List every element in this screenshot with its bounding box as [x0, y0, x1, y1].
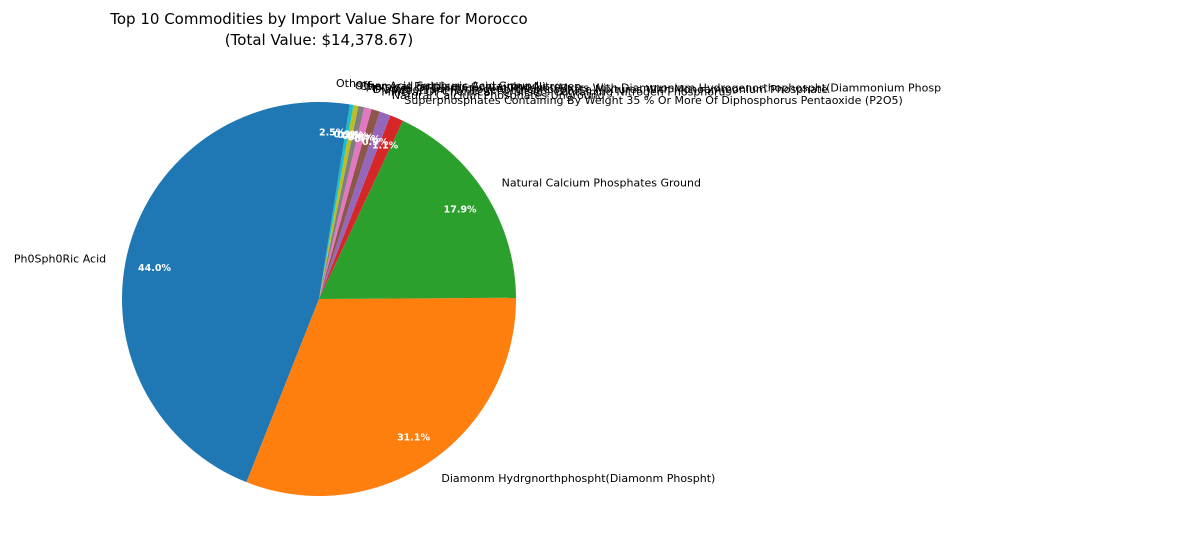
- pie-slice: [319, 105, 359, 299]
- slice-label: Natural Calcium Phosphates Unground: [392, 89, 605, 102]
- slice-label: Other Acid Sulphuric Acid Ground: [355, 79, 539, 92]
- pie-labels: Ph0Sph0Ric Acid 44.0% Diamonm Hydrgnorthph…: [14, 77, 941, 485]
- slice-percent-label: 0.7%: [354, 134, 381, 145]
- slice-percent-label: 17.9%: [444, 204, 477, 215]
- slice-percent-label: 44.0%: [138, 263, 171, 274]
- pie-slice: [246, 297, 516, 496]
- slice-label: Diamonm Hydrgnorthphospht(Diamonm Phosph…: [441, 472, 715, 485]
- slice-percent-label: 31.1%: [397, 433, 430, 444]
- slice-label: Chemical Fertilisers Containing Nitrogen: [360, 80, 582, 93]
- slice-label: Ph0Sph0Ric Acid: [14, 252, 106, 265]
- slice-label: Mineral Or Chemical Fertilisers Containi…: [381, 85, 731, 98]
- pie-slice: [319, 120, 516, 299]
- slice-label: Mixtures Of Diammonium Phospht(Mxtrs Wit…: [366, 81, 942, 94]
- slice-label: Others: [336, 77, 373, 90]
- slice-label: Superphosphates Containing By Weight 35 …: [404, 94, 902, 107]
- pie-slice: [319, 104, 354, 299]
- slice-percent-label: 1.1%: [372, 141, 399, 152]
- slice-percent-label: 0.3%: [334, 129, 361, 140]
- pie-slice: [319, 111, 391, 299]
- slice-percent-label: 0.6%: [347, 132, 374, 143]
- pie-slices: [122, 102, 516, 496]
- chart-subtitle: (Total Value: $14,378.67): [225, 31, 413, 49]
- slice-percent-label: 2.5%: [319, 128, 346, 139]
- pie-slice: [319, 107, 372, 299]
- slice-label: Natural Calcium Phosphates Ground: [502, 176, 701, 189]
- pie-slice: [319, 115, 403, 299]
- slice-percent-label: 0.5%: [342, 131, 369, 142]
- pie-slice: [319, 102, 350, 299]
- slice-percent-label: 0.9%: [362, 137, 389, 148]
- chart-title: Top 10 Commodities by Import Value Share…: [109, 10, 527, 28]
- slice-label: Diammonium Hydrogenorthophosphate Mixtur…: [373, 83, 828, 96]
- pie-slice: [122, 102, 319, 483]
- pie-slice: [319, 105, 365, 299]
- slice-percent-label: 0.4%: [337, 130, 364, 141]
- pie-slice: [319, 109, 380, 299]
